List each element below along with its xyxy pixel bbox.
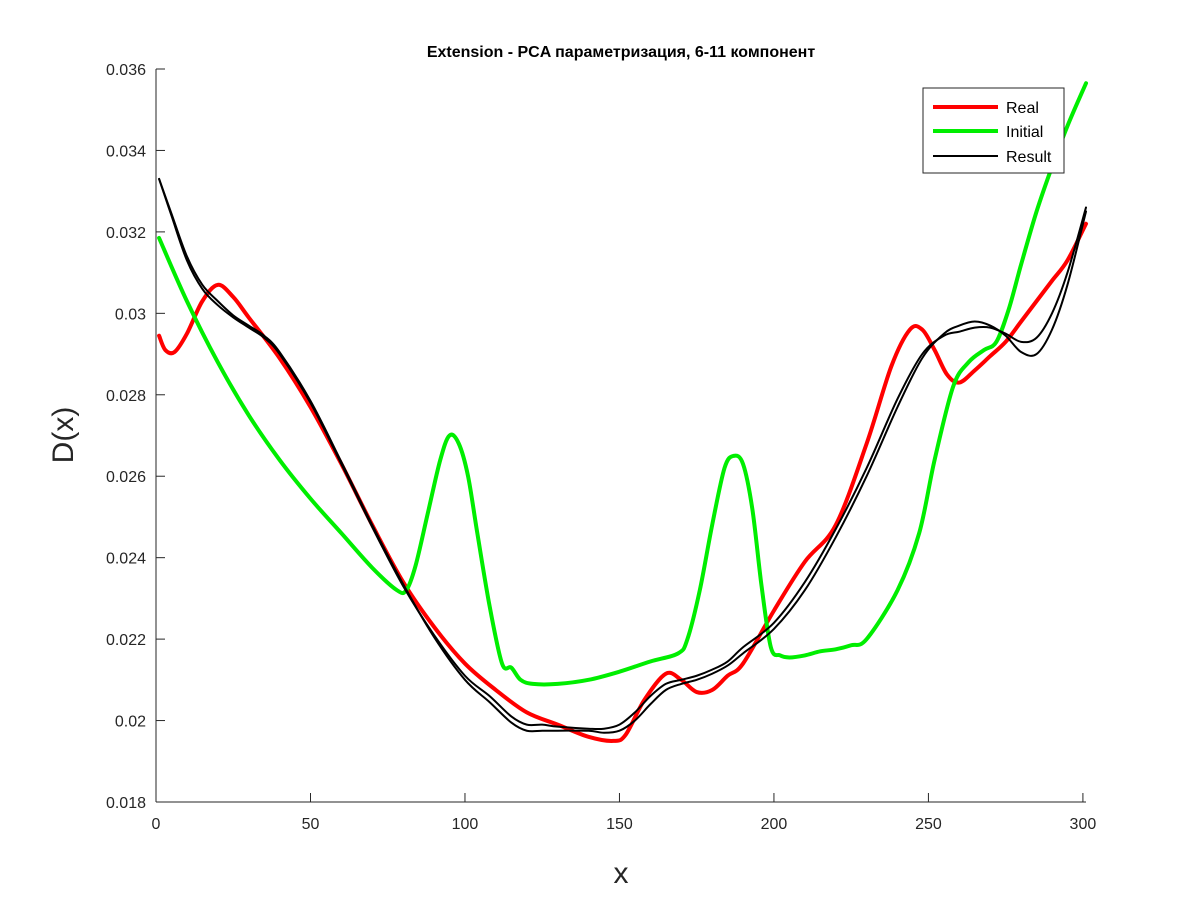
x-tick-label: 0 bbox=[152, 816, 161, 833]
series-line-result-2 bbox=[158, 177, 1087, 731]
legend-label-result: Result bbox=[1006, 149, 1052, 166]
y-tick-label: 0.018 bbox=[106, 795, 146, 812]
x-tick-label: 200 bbox=[761, 816, 788, 833]
series-layer bbox=[157, 81, 1088, 743]
y-tick-label: 0.034 bbox=[106, 143, 146, 160]
axes bbox=[155, 69, 1086, 803]
y-tick-label: 0.026 bbox=[106, 469, 146, 486]
x-tick-label: 300 bbox=[1070, 816, 1097, 833]
legend-label-initial: Initial bbox=[1006, 124, 1043, 141]
y-tick-label: 0.036 bbox=[106, 62, 146, 79]
y-tick-label: 0.024 bbox=[106, 551, 146, 568]
x-tick-label: 100 bbox=[452, 816, 479, 833]
y-tick-label: 0.02 bbox=[115, 714, 146, 731]
x-tick-label: 150 bbox=[606, 816, 633, 833]
y-tick-label: 0.03 bbox=[115, 306, 146, 323]
x-axis-title: x bbox=[614, 857, 629, 890]
plot-area bbox=[156, 69, 1086, 802]
y-tick-label: 0.028 bbox=[106, 388, 146, 405]
series-line-result-3-3 bbox=[158, 177, 1087, 734]
y-axis-title: D(x) bbox=[47, 407, 80, 464]
x-tick-label: 50 bbox=[302, 816, 320, 833]
x-tick-label: 250 bbox=[915, 816, 942, 833]
y-tick-label: 0.022 bbox=[106, 632, 146, 649]
y-tick-label: 0.032 bbox=[106, 225, 146, 242]
y-ticks: 0.018 0.02 0.022 0.024 0.026 0.028 0.03 0.032 0.… bbox=[106, 62, 165, 812]
x-ticks: 0 50 100 150 200 250 300 bbox=[152, 793, 1097, 833]
chart-title: Extension - PCA параметризация, 6-11 ком… bbox=[427, 44, 816, 61]
legend: Real Initial Result bbox=[922, 87, 1065, 174]
legend-label-real: Real bbox=[1006, 100, 1039, 117]
